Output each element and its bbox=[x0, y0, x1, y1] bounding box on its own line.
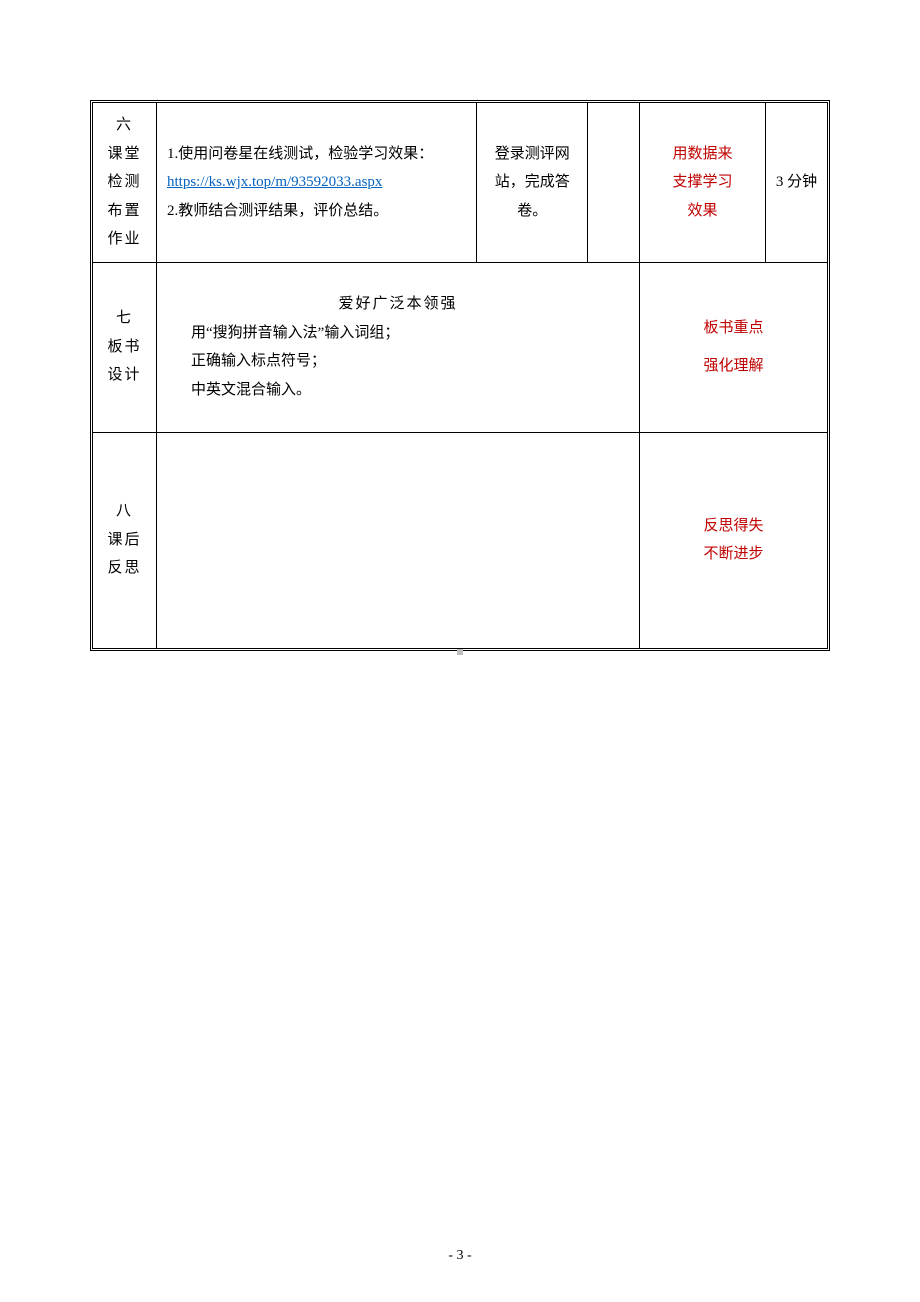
footer-square-icon bbox=[457, 649, 463, 655]
design-intent-seven: 板书重点 强化理解 bbox=[640, 262, 828, 432]
content-line: 1.使用问卷星在线测试，检验学习效果： bbox=[167, 140, 466, 169]
table-row: 七 板书 设计 爱好广泛本领强 用“搜狗拼音输入法”输入词组； 正确输入标点符号… bbox=[93, 262, 828, 432]
section-label-eight: 八 课后 反思 bbox=[93, 432, 157, 648]
section-label-seven: 七 板书 设计 bbox=[93, 262, 157, 432]
table-row: 八 课后 反思 反思得失 不断进步 bbox=[93, 432, 828, 648]
board-line: 正确输入标点符号； bbox=[191, 347, 629, 376]
table-row: 六 课堂 检测 布置 作业 1.使用问卷星在线测试，检验学习效果： https:… bbox=[93, 103, 828, 263]
table-outer-border: 六 课堂 检测 布置 作业 1.使用问卷星在线测试，检验学习效果： https:… bbox=[90, 100, 830, 651]
page-number: - 3 - bbox=[0, 1248, 920, 1264]
board-line: 中英文混合输入。 bbox=[191, 376, 629, 405]
content-line: 2.教师结合测评结果，评价总结。 bbox=[167, 197, 466, 226]
blank-cell bbox=[588, 103, 640, 263]
board-line: 用“搜狗拼音输入法”输入词组； bbox=[191, 319, 629, 348]
time-six: 3 分钟 bbox=[766, 103, 828, 263]
design-intent-eight: 反思得失 不断进步 bbox=[640, 432, 828, 648]
teacher-activity-six: 1.使用问卷星在线测试，检验学习效果： https://ks.wjx.top/m… bbox=[157, 103, 477, 263]
section-label-six: 六 课堂 检测 布置 作业 bbox=[93, 103, 157, 263]
student-activity-six: 登录测评网站，完成答卷。 bbox=[477, 103, 588, 263]
survey-link[interactable]: https://ks.wjx.top/m/93592033.aspx bbox=[167, 174, 382, 190]
design-intent-six: 用数据来 支撑学习 效果 bbox=[640, 103, 766, 263]
board-design: 爱好广泛本领强 用“搜狗拼音输入法”输入词组； 正确输入标点符号； 中英文混合输… bbox=[157, 262, 640, 432]
lesson-plan-table: 六 课堂 检测 布置 作业 1.使用问卷星在线测试，检验学习效果： https:… bbox=[92, 102, 828, 649]
reflection-content bbox=[157, 432, 640, 648]
board-title: 爱好广泛本领强 bbox=[167, 290, 629, 319]
page: 六 课堂 检测 布置 作业 1.使用问卷星在线测试，检验学习效果： https:… bbox=[0, 0, 920, 1302]
